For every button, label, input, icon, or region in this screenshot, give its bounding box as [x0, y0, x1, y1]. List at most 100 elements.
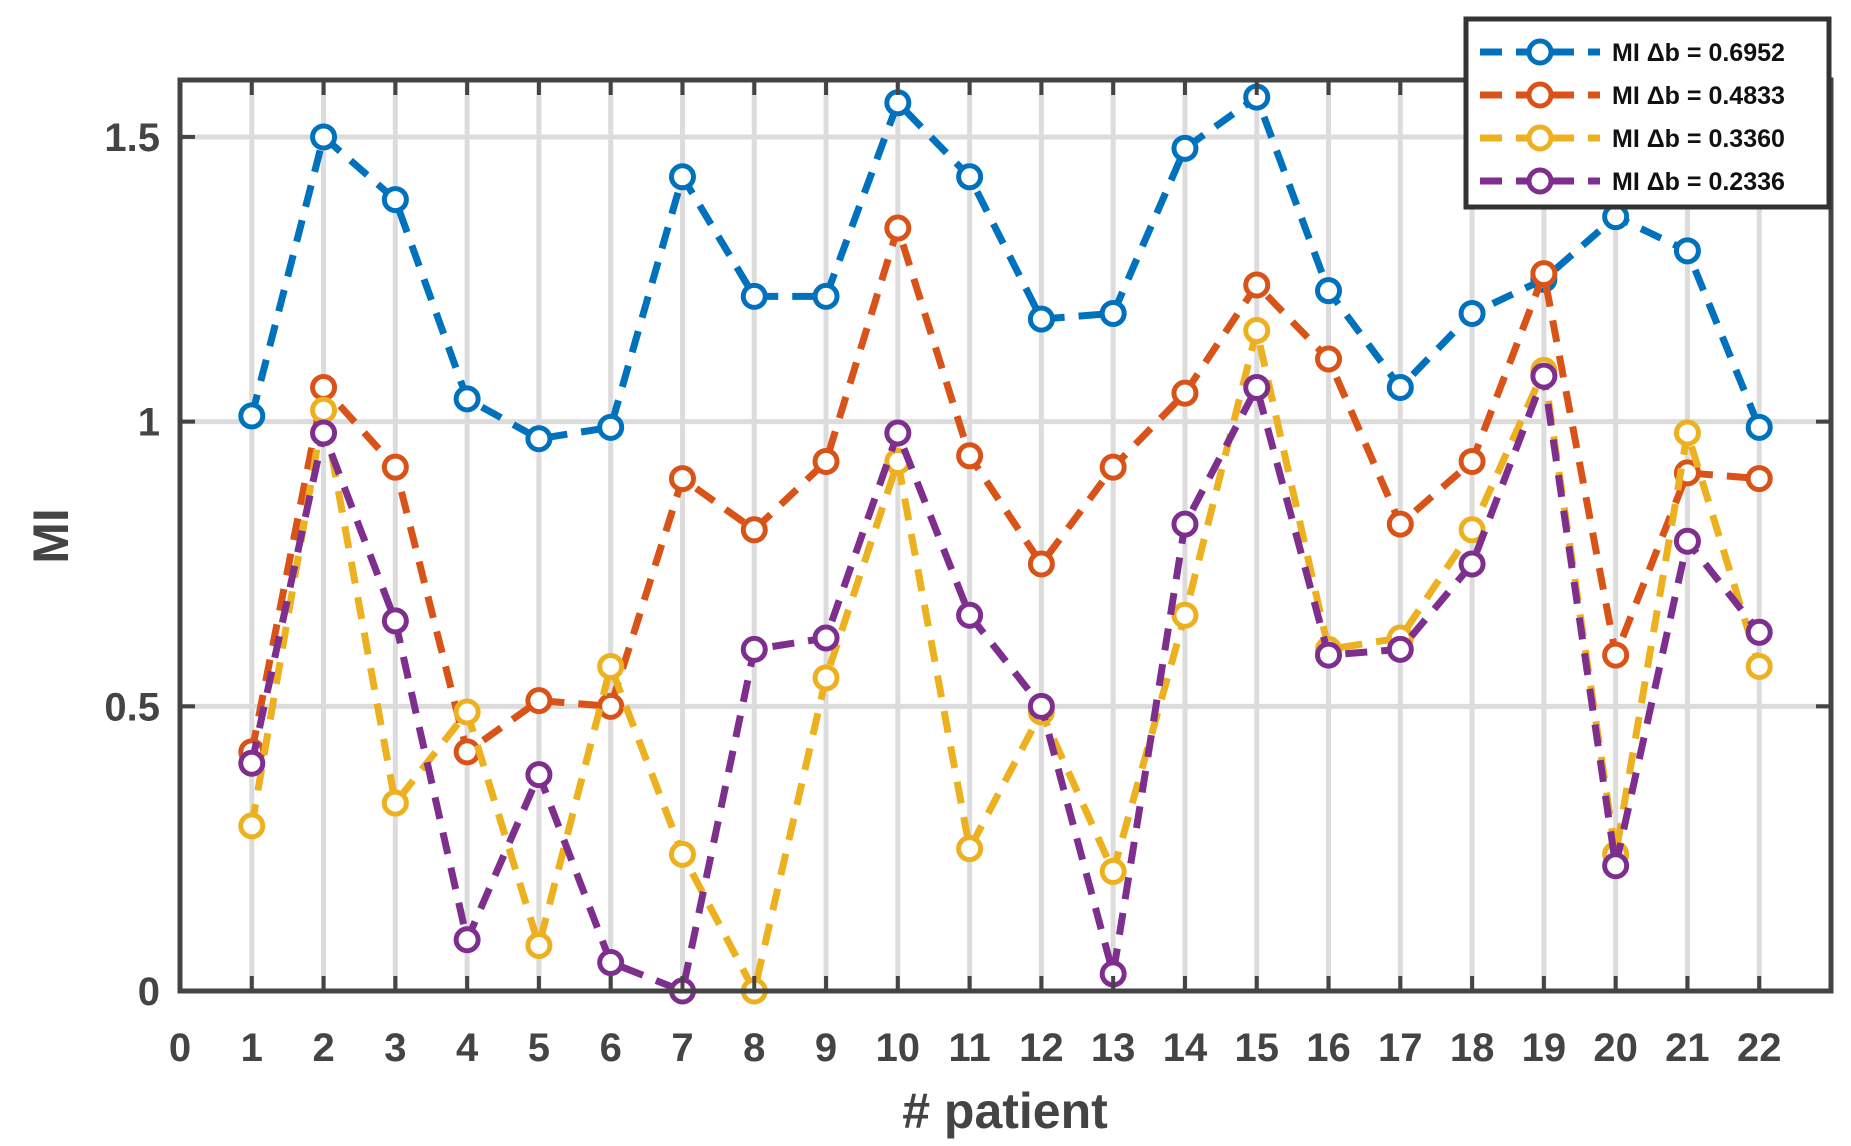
data-point [525, 687, 553, 715]
series-2 [238, 214, 1773, 766]
x-axis-title: # patient [902, 1083, 1108, 1139]
grid-lines [180, 80, 1831, 991]
data-point [597, 652, 625, 680]
data-point [1171, 510, 1199, 538]
data-point [740, 516, 768, 544]
legend-marker [1526, 38, 1554, 66]
legend-marker [1526, 167, 1554, 195]
x-tick-label: 22 [1737, 1026, 1782, 1070]
data-point [1386, 635, 1414, 663]
data-point [1027, 692, 1055, 720]
data-point [1745, 413, 1773, 441]
data-point [453, 926, 481, 954]
y-tick-label: 1 [138, 401, 160, 445]
legend-marker [1526, 124, 1554, 152]
data-point [1171, 134, 1199, 162]
data-point [740, 635, 768, 663]
data-point [884, 214, 912, 242]
data-point [1530, 260, 1558, 288]
x-tick-label: 13 [1091, 1026, 1136, 1070]
data-point [1315, 641, 1343, 669]
data-point [1458, 299, 1486, 327]
y-tick-label: 0 [138, 970, 160, 1014]
data-point [453, 385, 481, 413]
data-point [453, 698, 481, 726]
x-tick-label: 0 [169, 1026, 191, 1070]
data-point [956, 163, 984, 191]
data-point [1458, 516, 1486, 544]
data-point [525, 425, 553, 453]
data-point [1171, 379, 1199, 407]
data-point [525, 931, 553, 959]
plot-area-frame [177, 77, 1834, 994]
data-point [381, 186, 409, 214]
x-tick-label: 21 [1665, 1026, 1710, 1070]
axis-ticks [178, 80, 1831, 993]
x-tick-label: 14 [1163, 1026, 1208, 1070]
data-point [310, 373, 338, 401]
x-tick-label: 5 [528, 1026, 550, 1070]
tick-labels: 0 1 2 3 4 5 6 7 8 9 10 11 12 13 14 15 16 17 18 19 20 21 2200.5… [104, 116, 1781, 1070]
data-point [1386, 373, 1414, 401]
data-point [1458, 550, 1486, 578]
data-point [812, 282, 840, 310]
data-point [1673, 237, 1701, 265]
data-point [1243, 271, 1271, 299]
data-point [1602, 641, 1630, 669]
data-point [381, 607, 409, 635]
data-point [310, 396, 338, 424]
series-4 [238, 362, 1773, 1005]
legend-marker [1526, 81, 1554, 109]
data-point [1745, 618, 1773, 646]
data-point [1315, 277, 1343, 305]
data-point [884, 89, 912, 117]
data-point [1243, 317, 1271, 345]
legend-label: MI Δb = 0.2336 [1612, 168, 1785, 196]
data-point [812, 624, 840, 652]
data-point [238, 812, 266, 840]
y-tick-label: 0.5 [104, 685, 160, 729]
x-tick-label: 16 [1306, 1026, 1351, 1070]
data-point [238, 402, 266, 430]
series-line [248, 91, 1763, 443]
legend-label: MI Δb = 0.3360 [1612, 125, 1785, 153]
data-point [1171, 601, 1199, 629]
x-tick-label: 17 [1378, 1026, 1423, 1070]
series-line [248, 329, 1763, 1001]
data-point [1027, 550, 1055, 578]
x-tick-label: 15 [1234, 1026, 1279, 1070]
data-point [1099, 453, 1127, 481]
x-tick-label: 1 [241, 1026, 263, 1070]
data-point [812, 664, 840, 692]
x-tick-label: 6 [600, 1026, 622, 1070]
x-tick-label: 7 [671, 1026, 693, 1070]
data-point [310, 419, 338, 447]
data-point [1386, 510, 1414, 538]
x-tick-label: 3 [384, 1026, 406, 1070]
data-point [1745, 652, 1773, 680]
legend-label: MI Δb = 0.6952 [1612, 39, 1785, 67]
data-point [1243, 373, 1271, 401]
data-point [597, 413, 625, 441]
x-tick-label: 10 [876, 1026, 921, 1070]
data-point [812, 447, 840, 475]
x-tick-label: 18 [1450, 1026, 1495, 1070]
x-tick-label: 11 [948, 1026, 990, 1070]
series-lines [238, 83, 1773, 1005]
data-point [1099, 857, 1127, 885]
legend-label: MI Δb = 0.4833 [1612, 82, 1785, 110]
x-tick-label: 9 [815, 1026, 837, 1070]
data-point [1458, 447, 1486, 475]
x-tick-label: 2 [312, 1026, 334, 1070]
data-point [1602, 852, 1630, 880]
data-point [597, 949, 625, 977]
data-point [956, 601, 984, 629]
x-tick-label: 12 [1019, 1026, 1064, 1070]
data-point [1315, 345, 1343, 373]
data-point [1530, 362, 1558, 390]
data-point [381, 453, 409, 481]
series-line [248, 216, 1760, 758]
data-point [884, 419, 912, 447]
data-point [1027, 305, 1055, 333]
